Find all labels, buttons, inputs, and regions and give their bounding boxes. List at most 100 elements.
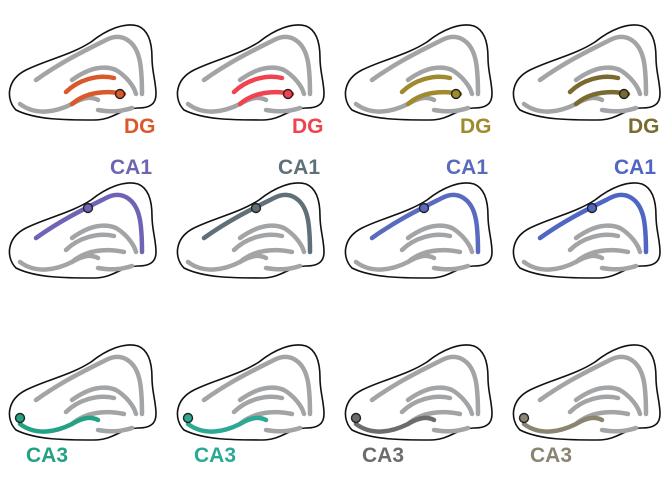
region-label: CA3	[530, 444, 572, 467]
panel-ca3-1: CA3	[8, 344, 157, 467]
dg-layer-gray	[399, 394, 453, 415]
region-label: DG	[124, 115, 156, 138]
panel-ca1-4: CA1	[512, 156, 661, 279]
dg-highlight	[567, 74, 621, 95]
inner-layer-gray	[237, 223, 307, 255]
inner-layer-gray	[431, 425, 471, 434]
inner-layer-gray	[573, 223, 643, 255]
inner-layer-gray	[263, 425, 303, 434]
inner-layer-gray	[263, 263, 303, 272]
region-label: CA1	[446, 156, 488, 179]
ca-layer-gray	[33, 34, 145, 97]
inner-layer-gray	[573, 385, 643, 417]
hippocampus-outline	[512, 344, 661, 441]
dg-layer-gray	[567, 394, 621, 415]
inner-layer-gray	[95, 425, 135, 434]
region-label: DG	[460, 115, 492, 138]
ca1-highlight	[201, 192, 313, 255]
dg-highlight	[231, 74, 285, 95]
dg-highlight	[399, 74, 453, 95]
panel-dg-2: DG	[176, 24, 325, 138]
hippocampus-outline	[8, 24, 157, 121]
ca-layer-gray	[33, 354, 145, 417]
recording-site-marker	[282, 88, 294, 100]
dg-layer-gray	[63, 232, 117, 253]
panel-dg-3: DG	[344, 24, 493, 138]
inner-layer-gray	[599, 263, 639, 272]
ca1-highlight	[33, 192, 145, 255]
recording-site-marker	[82, 202, 94, 214]
region-label: CA3	[26, 444, 68, 467]
ca3-layer-gray	[353, 253, 437, 272]
ca3-highlight	[353, 415, 437, 434]
recording-site-marker	[618, 88, 630, 100]
ca-layer-gray	[537, 354, 649, 417]
region-label: DG	[628, 115, 660, 138]
inner-layer-gray	[405, 223, 475, 255]
ca3-layer-gray	[185, 95, 269, 114]
ca1-highlight	[369, 192, 481, 255]
ca3-layer-gray	[17, 253, 101, 272]
ca-layer-gray	[201, 354, 313, 417]
ca3-highlight	[185, 415, 269, 434]
dg-highlight	[63, 74, 117, 95]
hippocampus-outline	[344, 24, 493, 121]
dg-layer-gray	[231, 232, 285, 253]
recording-site-marker	[450, 88, 462, 100]
recording-site-marker	[250, 202, 262, 214]
ca3-highlight	[17, 415, 101, 434]
hippocampus-outline	[176, 182, 325, 279]
region-label: CA3	[362, 444, 404, 467]
ca-layer-gray	[369, 354, 481, 417]
hippocampus-outline	[344, 182, 493, 279]
inner-layer-gray	[599, 105, 639, 114]
region-label: DG	[292, 115, 324, 138]
recording-site-marker	[114, 88, 126, 100]
ca3-layer-gray	[185, 253, 269, 272]
panel-ca3-3: CA3	[344, 344, 493, 467]
panel-dg-1: DG	[8, 24, 157, 138]
inner-layer-gray	[573, 65, 643, 97]
region-label: CA1	[278, 156, 320, 179]
ca3-layer-gray	[17, 95, 101, 114]
inner-layer-gray	[405, 385, 475, 417]
recording-site-marker	[586, 202, 598, 214]
ca-layer-gray	[537, 34, 649, 97]
inner-layer-gray	[237, 65, 307, 97]
inner-layer-gray	[95, 263, 135, 272]
panel-dg-4: DG	[512, 24, 661, 138]
ca3-highlight	[521, 415, 605, 434]
dg-layer-gray	[399, 232, 453, 253]
hippocampus-outline	[512, 182, 661, 279]
inner-layer-gray	[237, 385, 307, 417]
panel-ca1-3: CA1	[344, 156, 493, 279]
recording-site-marker	[182, 412, 194, 424]
inner-layer-gray	[95, 105, 135, 114]
dg-layer-gray	[231, 394, 285, 415]
inner-layer-gray	[405, 65, 475, 97]
region-label: CA3	[194, 444, 236, 467]
inner-layer-gray	[431, 263, 471, 272]
ca3-layer-gray	[353, 95, 437, 114]
inner-layer-gray	[69, 385, 139, 417]
panel-ca1-1: CA1	[8, 156, 157, 279]
region-label: CA1	[110, 156, 152, 179]
region-label: CA1	[614, 156, 656, 179]
dg-layer-gray	[567, 232, 621, 253]
ca1-highlight	[537, 192, 649, 255]
hippocampus-outline	[512, 24, 661, 121]
ca-layer-gray	[201, 34, 313, 97]
hippocampus-outline	[176, 344, 325, 441]
inner-layer-gray	[69, 223, 139, 255]
recording-site-marker	[518, 412, 530, 424]
recording-site-marker	[14, 412, 26, 424]
hippocampus-outline	[344, 344, 493, 441]
inner-layer-gray	[431, 105, 471, 114]
panel-ca3-4: CA3	[512, 344, 661, 467]
recording-site-marker	[418, 202, 430, 214]
panel-ca3-2: CA3	[176, 344, 325, 467]
hippocampus-outline	[8, 344, 157, 441]
ca-layer-gray	[369, 34, 481, 97]
inner-layer-gray	[69, 65, 139, 97]
